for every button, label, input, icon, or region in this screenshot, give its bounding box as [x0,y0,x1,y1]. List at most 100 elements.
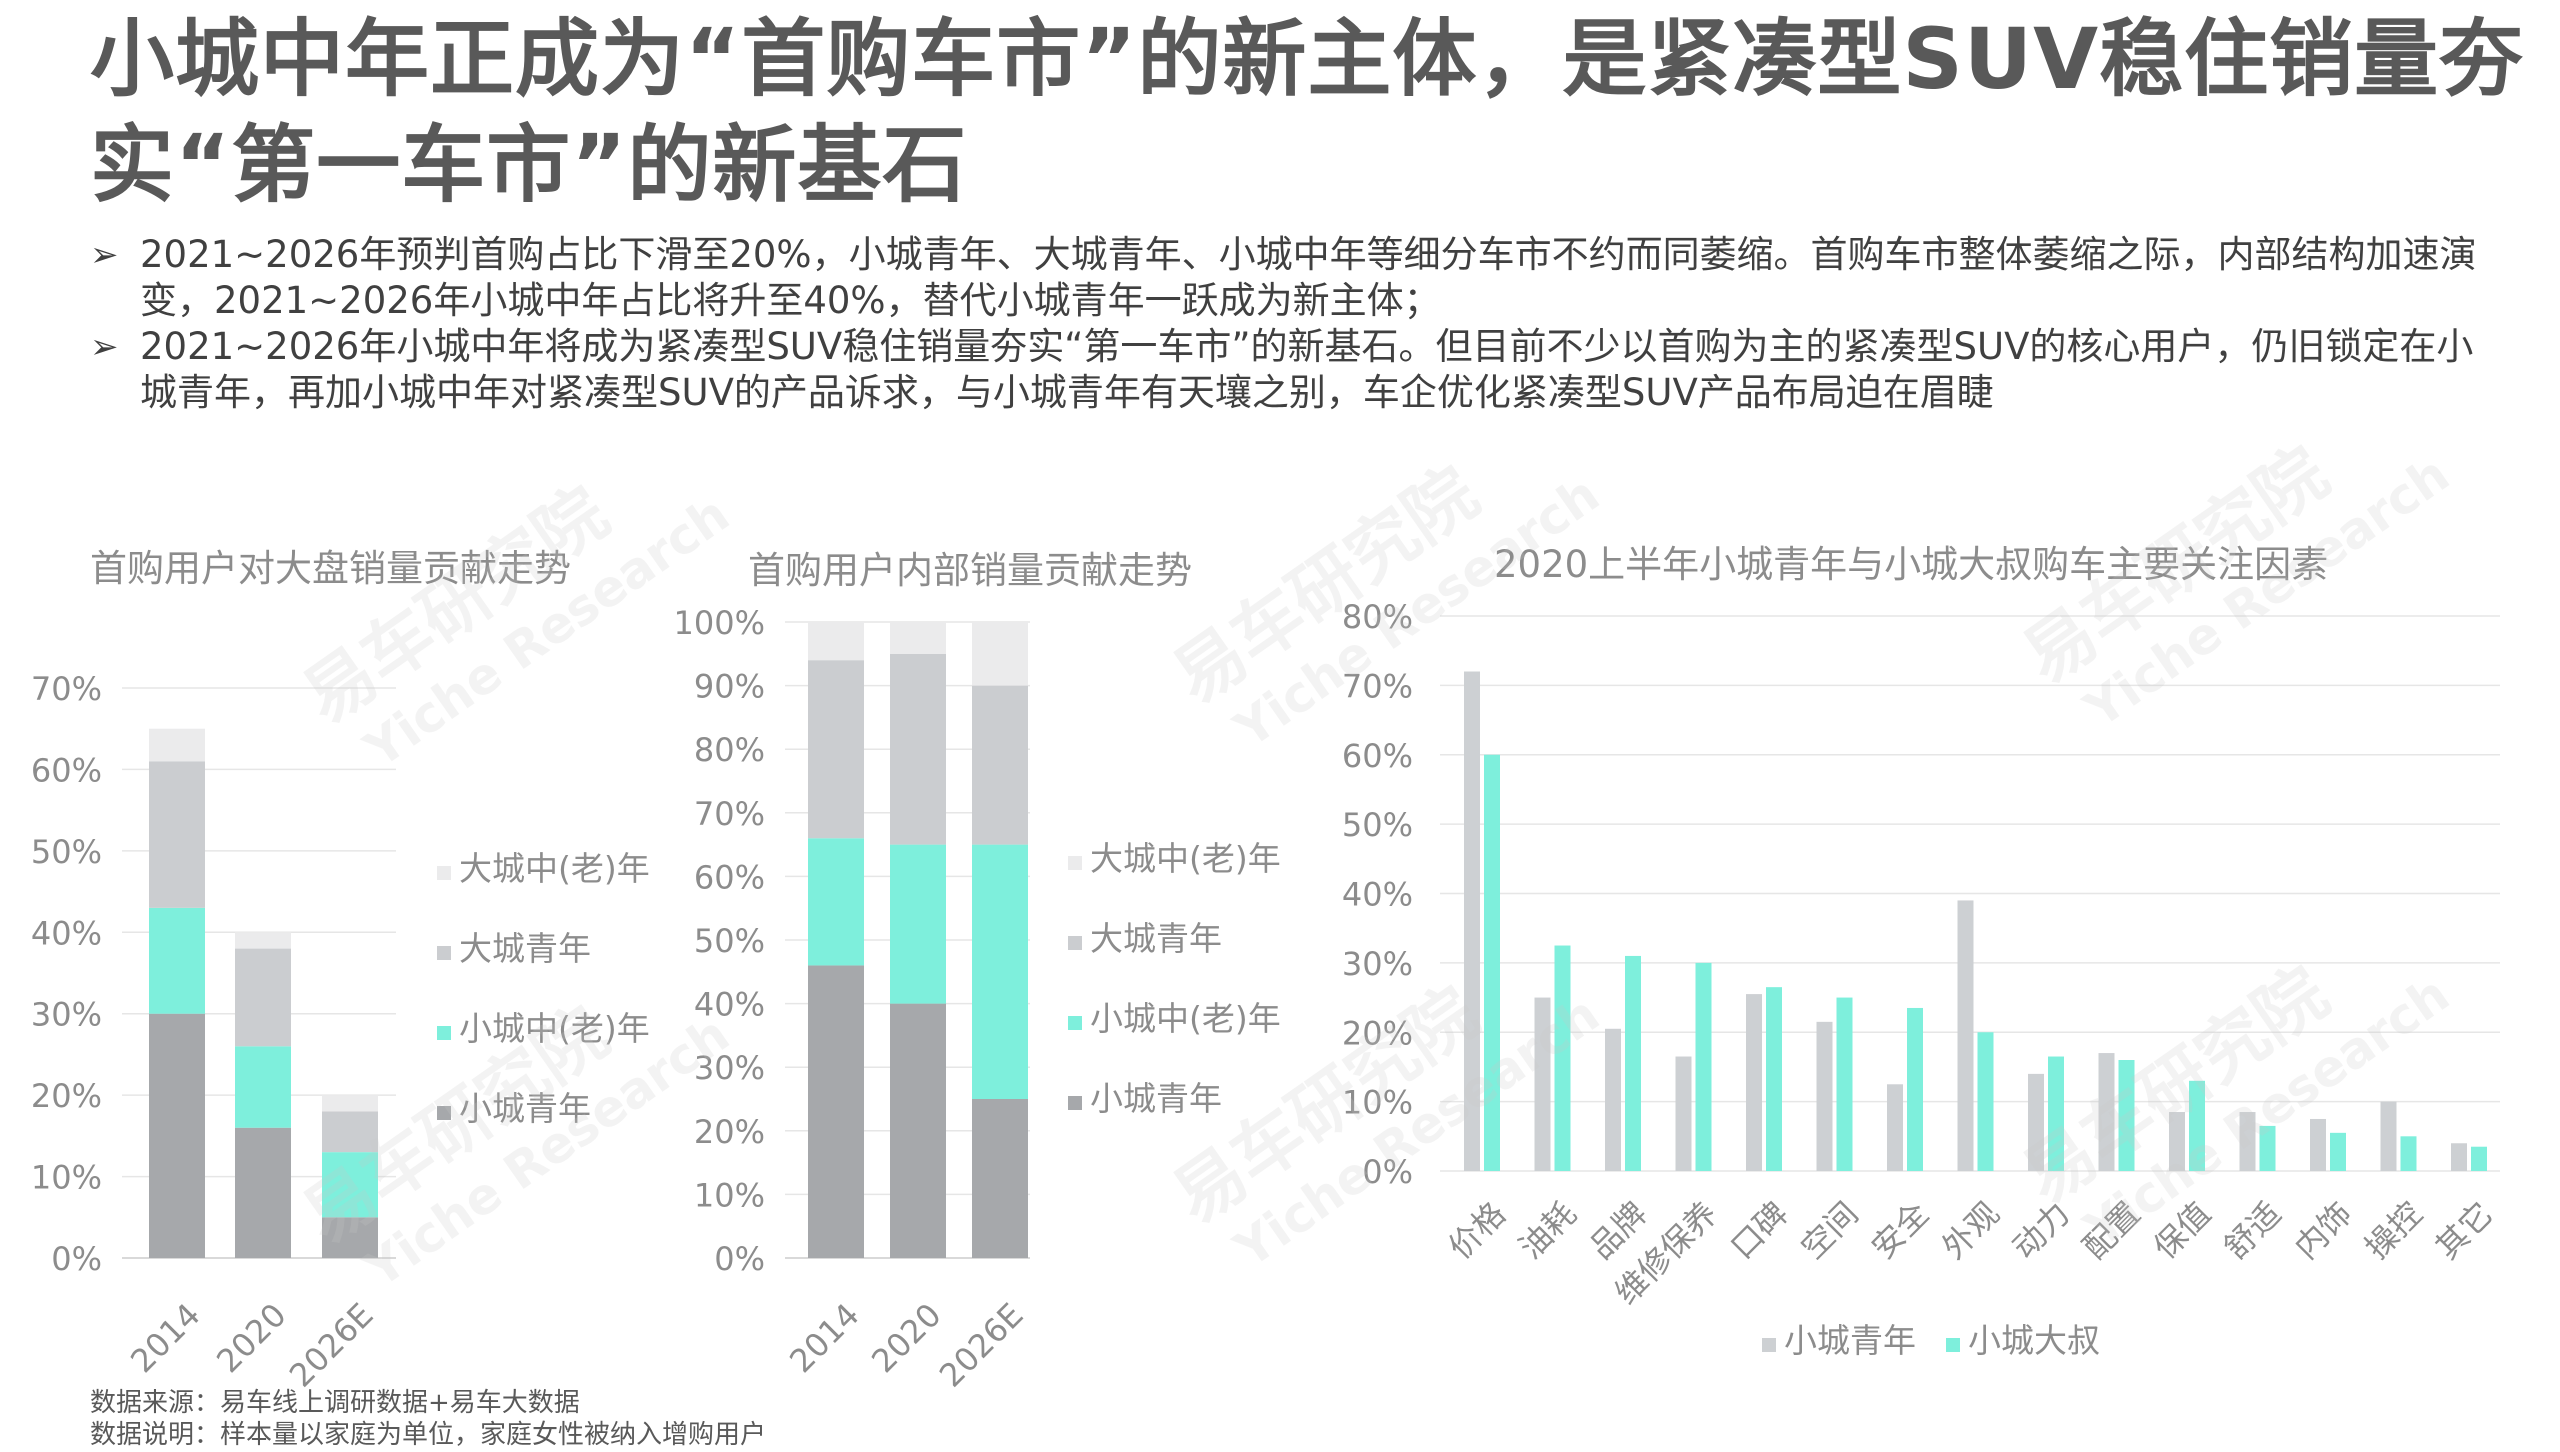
x-tick-label: 口碑 [1723,1194,1795,1266]
bar-segment [235,1127,291,1258]
bar [1675,1056,1692,1171]
legend-swatch [1762,1338,1776,1352]
bar-segment [149,761,205,908]
x-tick-label: 保值 [2146,1194,2218,1266]
x-tick-label: 空间 [1794,1194,1866,1266]
legend-swatch [437,946,451,960]
bar-segment [235,948,291,1047]
y-tick-label: 30% [31,996,102,1034]
y-tick-label: 70% [694,795,765,833]
bullet-item: ➢ 2021~2026年预判首购占比下滑至20%，小城青年、大城青年、小城中年等细… [90,232,2510,324]
bar-segment [322,1111,378,1153]
bar-segment [972,622,1028,686]
y-tick-label: 10% [694,1176,765,1214]
bar [2098,1053,2115,1171]
bar-segment [972,1099,1028,1258]
bar-segment [808,622,864,661]
y-tick-label: 80% [1342,598,1413,636]
legend-swatch [1068,856,1082,870]
data-source-note: 数据来源：易车线上调研数据+易车大数据 [90,1388,580,1418]
legend-swatch [1068,1016,1082,1030]
legend-label: 大城青年 [1090,919,1222,958]
x-tick-label: 其它 [2428,1194,2500,1266]
bar [1887,1084,1903,1171]
bar [1816,1021,1833,1171]
data-description-note: 数据说明：样本量以家庭为单位，家庭女性被纳入增购用户 [90,1420,767,1450]
legend-label: 大城中(老)年 [459,849,650,888]
bar [2239,1112,2256,1171]
bar [1907,1007,1923,1171]
y-tick-label: 30% [1342,945,1413,983]
bar [2310,1118,2326,1171]
bar-segment [322,1152,378,1218]
bar-segment [235,1046,291,1128]
y-tick-label: 0% [1362,1153,1413,1191]
bar [1605,1028,1621,1171]
bar [2330,1132,2346,1171]
legend-label: 大城青年 [459,929,591,968]
y-tick-label: 20% [31,1077,102,1115]
y-tick-label: 0% [51,1240,102,1278]
bullet-list: ➢ 2021~2026年预判首购占比下滑至20%，小城青年、大城青年、小城中年等细… [90,232,2510,416]
y-tick-label: 20% [694,1113,765,1151]
bullet-text: 2021~2026年小城中年将成为紧凑型SUV稳住销量夯实“第一车市”的新基石。… [140,325,2474,414]
bar [1554,945,1571,1171]
bar [2471,1146,2487,1171]
legend-swatch [1946,1338,1960,1352]
x-tick-label: 舒适 [2217,1194,2289,1266]
chart3-title: 2020上半年小城青年与小城大叔购车主要关注因素 [1494,543,2329,586]
legend-label: 小城中(老)年 [1090,999,1281,1038]
bar-segment [890,1003,946,1258]
bar-segment [322,1095,378,1112]
y-tick-label: 50% [31,833,102,871]
y-tick-label: 10% [1342,1084,1413,1122]
y-tick-label: 60% [694,858,765,896]
bar-segment [149,907,205,1014]
bar-segment [890,653,946,845]
legend-swatch [1068,936,1082,950]
x-tick-label: 安全 [1864,1194,1936,1266]
legend-label: 大城中(老)年 [1090,839,1281,878]
y-tick-label: 100% [674,604,765,642]
legend-swatch [437,866,451,880]
y-tick-label: 50% [694,922,765,960]
x-tick-label: 价格 [1441,1194,1513,1266]
y-tick-label: 40% [694,986,765,1024]
x-tick-label: 油耗 [1512,1194,1584,1266]
legend-label: 小城大叔 [1968,1321,2100,1360]
bar [2380,1101,2397,1171]
bar [1836,997,1853,1171]
legend-label: 小城中(老)年 [459,1009,650,1048]
bar [2118,1060,2135,1171]
bar-segment [322,1217,378,1258]
x-tick-label: 配置 [2076,1194,2148,1266]
chart1-title: 首购用户对大盘销量贡献走势 [90,547,571,590]
legend-label: 小城青年 [1784,1321,1916,1360]
bar [1746,994,1762,1171]
y-tick-label: 70% [1342,667,1413,705]
arrow-bullet-icon: ➢ [90,235,119,275]
bar-segment [808,838,864,966]
y-tick-label: 10% [31,1159,102,1197]
bar [2189,1080,2205,1171]
bar [2048,1056,2064,1171]
x-tick-label: 2014 [782,1296,866,1380]
y-tick-label: 70% [31,670,102,708]
bar [1977,1032,1994,1171]
bullet-item: ➢ 2021~2026年小城中年将成为紧凑型SUV稳住销量夯实“第一车市”的新基石… [90,324,2510,416]
bar-segment [808,660,864,839]
y-tick-label: 60% [31,751,102,789]
bar [1464,671,1480,1171]
chart2-title: 首购用户内部销量贡献走势 [748,549,1192,592]
page-title: 小城中年正成为“首购车市”的新主体，是紧凑型SUV稳住销量夯实“第一车市”的新基… [90,10,2525,214]
bar [1766,987,1782,1171]
bar [1534,997,1551,1171]
y-tick-label: 20% [1342,1014,1413,1052]
y-tick-label: 40% [1342,876,1413,914]
bar [2259,1125,2276,1171]
bar-segment [972,685,1028,845]
legend-label: 小城青年 [459,1089,591,1128]
arrow-bullet-icon: ➢ [90,327,119,367]
x-tick-label: 内饰 [2287,1194,2359,1266]
